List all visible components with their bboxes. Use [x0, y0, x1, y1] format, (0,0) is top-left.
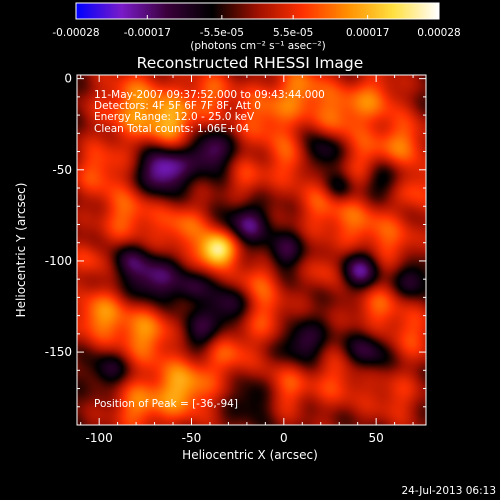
plot-area — [76, 74, 427, 426]
colorbar-gradient — [76, 3, 439, 19]
time-range-annotation: 11-May-2007 09:37:52.000 to 09:43:44.000 — [94, 89, 325, 101]
x-tick-label: 50 — [369, 431, 384, 445]
y-axis-label: Heliocentric Y (arcsec) — [14, 183, 28, 318]
colorbar-ticks: -0.00028 -0.00017 -5.5e-05 5.5e-05 0.00017 0.… — [52, 15, 461, 39]
info-annotations: 11-May-2007 09:37:52.000 to 09:43:44.000… — [94, 89, 325, 410]
y-axis: 0 -50 -100 -150 — [45, 72, 426, 408]
colorbar-tick-label: -0.00028 — [52, 27, 99, 39]
x-axis: -100 -50 0 50 — [80, 75, 414, 445]
colorbar-tick-label: 0.00028 — [417, 27, 460, 39]
colorbar-tick-label: 0.00017 — [346, 27, 389, 39]
footer-timestamp: 24-Jul-2013 06:13 — [401, 485, 496, 497]
detectors-annotation: Detectors: 4F 5F 6F 7F 8F, Att 0 — [94, 100, 261, 112]
x-axis-label: Heliocentric X (arcsec) — [182, 448, 318, 462]
colorbar-tick-label: -0.00017 — [124, 27, 171, 39]
colorbar-tick-label: -5.5e-05 — [200, 27, 244, 39]
colorbar: -0.00028 -0.00017 -5.5e-05 5.5e-05 0.00017 0.… — [52, 2, 461, 52]
x-tick-label: -50 — [182, 431, 202, 445]
colorbar-frame — [75, 2, 440, 20]
colorbar-tick-label: 5.5e-05 — [273, 27, 313, 39]
y-tick-label: -100 — [45, 254, 72, 268]
y-tick-label: 0 — [64, 72, 72, 86]
plot-frame — [76, 74, 427, 426]
chart-title: Reconstructed RHESSI Image — [137, 54, 364, 72]
colorbar-label: (photons cm⁻² s⁻¹ asec⁻²) — [190, 40, 325, 52]
x-tick-label: -100 — [86, 431, 113, 445]
heatmap-image — [77, 75, 426, 425]
y-tick-label: -50 — [52, 163, 72, 177]
y-tick-label: -150 — [45, 345, 72, 359]
peak-position-annotation: Position of Peak = [-36,-94] — [94, 398, 238, 410]
energy-range-annotation: Energy Range: 12.0 - 25.0 keV — [94, 111, 255, 123]
x-tick-label: 0 — [280, 431, 288, 445]
clean-counts-annotation: Clean Total counts: 1.06E+04 — [94, 123, 249, 135]
